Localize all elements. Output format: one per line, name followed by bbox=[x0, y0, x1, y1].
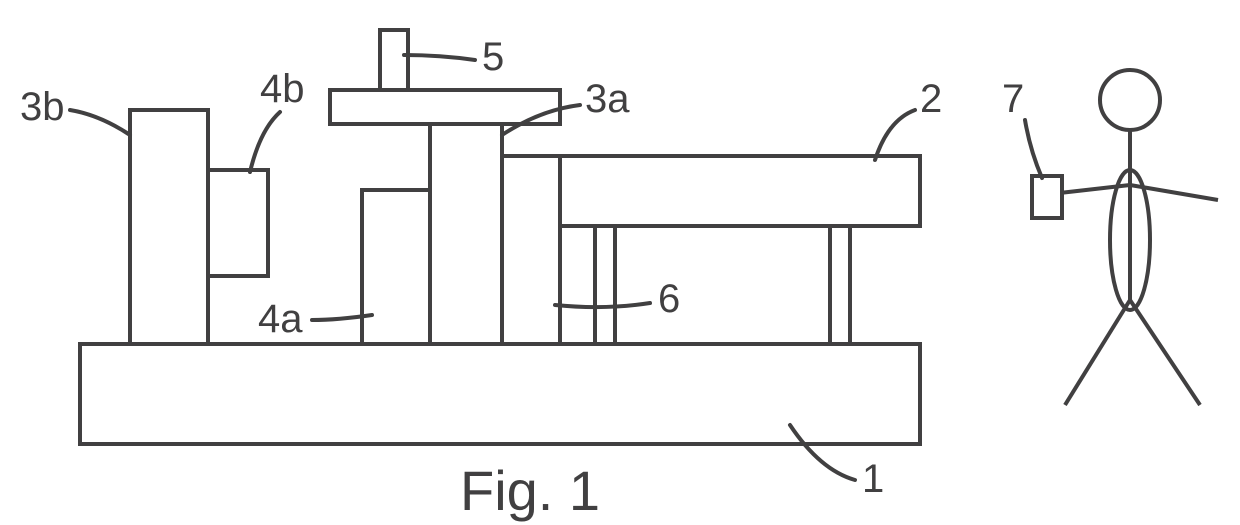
block-6 bbox=[502, 156, 560, 344]
leader-l2 bbox=[875, 110, 915, 160]
table-top bbox=[560, 156, 920, 226]
label-l3b: 3b bbox=[20, 85, 65, 129]
block-4b bbox=[208, 170, 268, 276]
figure-caption: Fig. 1 bbox=[460, 459, 600, 522]
column-3a bbox=[430, 110, 502, 344]
label-l2: 2 bbox=[920, 77, 942, 121]
block-4a bbox=[362, 190, 430, 344]
label-l6: 6 bbox=[658, 277, 680, 321]
column-3b bbox=[130, 110, 208, 344]
leader-l4b bbox=[250, 112, 280, 172]
leader-l7 bbox=[1025, 120, 1042, 178]
person-head-icon bbox=[1100, 70, 1160, 130]
leader-l5 bbox=[404, 55, 475, 60]
label-l4a: 4a bbox=[258, 297, 303, 341]
leader-l3b bbox=[70, 110, 130, 135]
handheld-device bbox=[1032, 176, 1062, 218]
label-l4b: 4b bbox=[260, 67, 305, 111]
label-l7: 7 bbox=[1002, 77, 1024, 121]
person-leg-left bbox=[1065, 300, 1130, 405]
leader-l6 bbox=[555, 303, 650, 307]
person-leg-right bbox=[1130, 300, 1200, 405]
label-l3a: 3a bbox=[585, 77, 630, 121]
hammer-stem bbox=[380, 30, 408, 90]
hammer-head bbox=[330, 90, 560, 124]
label-l1: 1 bbox=[862, 457, 884, 501]
label-l5: 5 bbox=[482, 35, 504, 79]
